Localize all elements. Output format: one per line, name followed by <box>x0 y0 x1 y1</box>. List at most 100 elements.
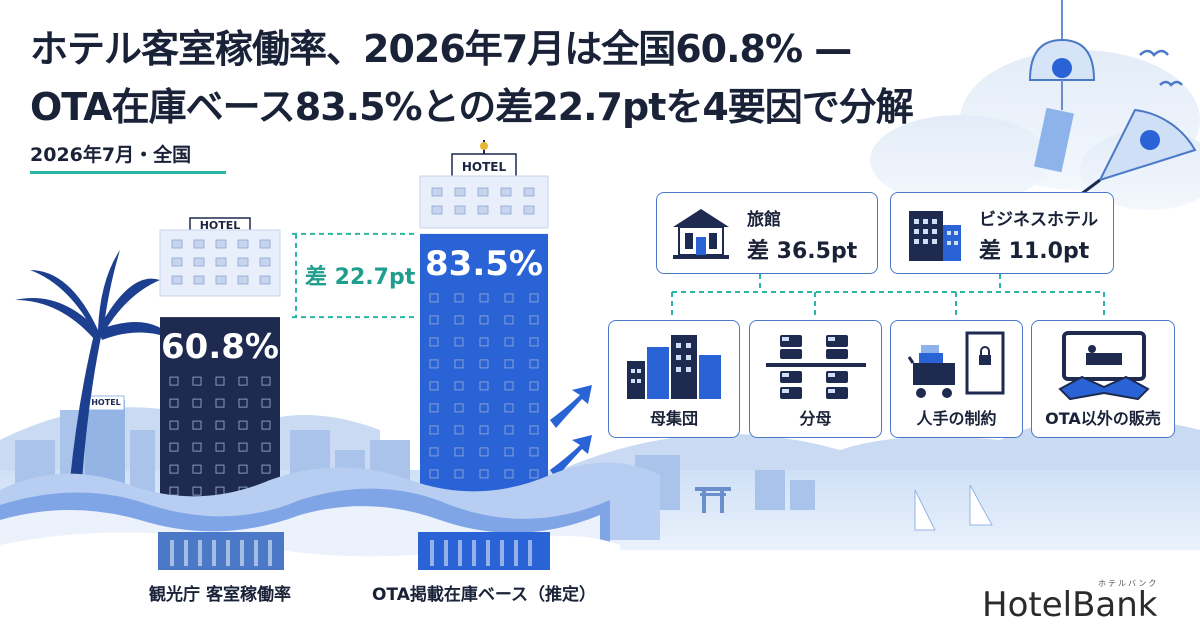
breakdown-connectors <box>671 274 1105 318</box>
card-business-hotel-name: ビジネスホテル <box>979 210 1098 230</box>
building-window <box>238 420 248 430</box>
bar-tourism-caption: 観光庁 客室稼働率 <box>149 585 291 605</box>
building-window <box>429 469 439 479</box>
building-window <box>238 442 248 452</box>
bar-tourism-building <box>159 217 281 297</box>
building-window <box>529 381 539 391</box>
brand-logo-kana: ホテルバンク <box>1098 579 1159 588</box>
building-window <box>504 381 514 391</box>
card-ryokan: 旅館 差 36.5pt <box>656 192 878 274</box>
bar-tourism-value-label: 60.8% <box>161 327 279 368</box>
bar-ota-windows <box>429 293 539 501</box>
ryokan-icon <box>673 209 729 259</box>
factor-card-non-ota-sales: OTA以外の販売 <box>1031 320 1175 438</box>
building-window <box>504 469 514 479</box>
building-window <box>529 425 539 435</box>
factor-card-staffing: 人手の制約 <box>890 320 1023 438</box>
building-window <box>479 293 489 303</box>
card-business-hotel-diff: 差 11.0pt <box>979 239 1090 264</box>
fan-icon <box>1079 108 1197 197</box>
building-window <box>504 337 514 347</box>
building-window <box>479 469 489 479</box>
building-window <box>479 403 489 413</box>
building-window <box>261 442 271 452</box>
bar-tourism-windows <box>169 376 271 496</box>
building-window <box>192 376 202 386</box>
subtitle-underline <box>30 171 226 174</box>
building-window <box>429 337 439 347</box>
building-window <box>169 420 179 430</box>
building-window <box>504 315 514 325</box>
building-window <box>429 403 439 413</box>
building-window <box>261 398 271 408</box>
card-business-hotel: HOTEL ビジネスホテル 差 11.0pt <box>890 192 1114 274</box>
sailboat-icon <box>914 484 993 531</box>
torii-icon <box>695 487 731 513</box>
building-window <box>429 425 439 435</box>
title-line-2: OTA在庫ベース83.5%との差22.7ptを4要因で分解 <box>30 85 914 129</box>
building-window <box>238 464 248 474</box>
building-window <box>215 442 225 452</box>
bar-ota-value-label: 83.5% <box>425 243 543 284</box>
bar-tourism-sign: HOTEL <box>199 219 241 232</box>
bar-ota-sign: HOTEL <box>461 160 507 174</box>
building-window <box>504 359 514 369</box>
building-window <box>169 464 179 474</box>
building-window <box>454 293 464 303</box>
building-window <box>192 420 202 430</box>
building-window <box>479 425 489 435</box>
building-window <box>479 315 489 325</box>
building-window <box>215 464 225 474</box>
building-window <box>169 486 179 496</box>
building-window <box>192 486 202 496</box>
building-window <box>261 376 271 386</box>
building-window <box>238 398 248 408</box>
brand-logo: HotelBank <box>982 585 1158 625</box>
building-window <box>169 442 179 452</box>
building-window <box>169 398 179 408</box>
factor-staffing-label: 人手の制約 <box>916 409 997 428</box>
building-window <box>429 381 439 391</box>
wind-chime-icon <box>1028 0 1096 173</box>
building-window <box>429 315 439 325</box>
difference-bracket <box>292 232 418 319</box>
business-hotel-icon <box>909 211 961 261</box>
building-window <box>529 469 539 479</box>
building-window <box>529 403 539 413</box>
building-window <box>429 447 439 457</box>
building-window <box>529 293 539 303</box>
small-hotel-sign: HOTEL <box>91 398 121 407</box>
cart-locked-door-icon <box>907 331 1005 398</box>
building-window <box>192 464 202 474</box>
building-window <box>454 315 464 325</box>
building-window <box>261 464 271 474</box>
factor-card-population: 母集団 <box>608 320 740 438</box>
business-hotel-sign: HOTEL <box>914 206 938 213</box>
building-window <box>429 293 439 303</box>
building-window <box>261 420 271 430</box>
building-window <box>215 376 225 386</box>
building-window <box>454 403 464 413</box>
building-window <box>504 447 514 457</box>
card-ryokan-diff: 差 36.5pt <box>747 239 858 264</box>
card-ryokan-name: 旅館 <box>747 210 781 230</box>
building-window <box>454 447 464 457</box>
building-window <box>192 398 202 408</box>
upward-arrow-icon <box>550 385 592 478</box>
beds-grid-icon <box>766 335 866 399</box>
building-window <box>454 381 464 391</box>
building-window <box>215 398 225 408</box>
bar-ota-caption: OTA掲載在庫ベース（推定） <box>371 585 597 605</box>
building-window <box>238 376 248 386</box>
buildings-icon <box>627 335 721 399</box>
building-window <box>504 403 514 413</box>
building-window <box>454 469 464 479</box>
factor-population-label: 母集団 <box>649 409 698 428</box>
factor-card-denominator: 分母 <box>749 320 882 438</box>
building-window <box>479 447 489 457</box>
building-window <box>454 359 464 369</box>
building-window <box>479 359 489 369</box>
building-window <box>529 315 539 325</box>
title-line-1: ホテル客室稼働率、2026年7月は全国60.8% — <box>30 27 852 71</box>
building-window <box>215 420 225 430</box>
